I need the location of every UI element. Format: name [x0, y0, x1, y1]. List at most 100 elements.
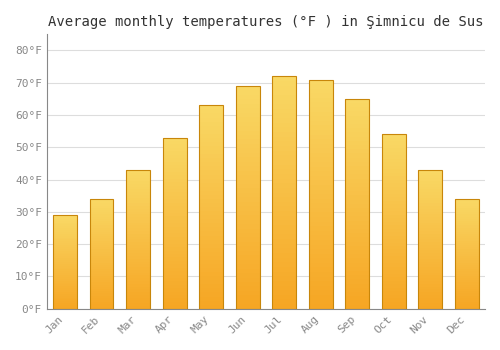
Bar: [54, 266, 77, 267]
Bar: [382, 176, 406, 180]
Bar: [163, 254, 186, 257]
Bar: [236, 242, 260, 246]
Bar: [309, 139, 332, 144]
Bar: [309, 148, 332, 153]
Bar: [309, 249, 332, 254]
Bar: [163, 274, 186, 278]
Bar: [382, 295, 406, 298]
Bar: [346, 300, 369, 304]
Bar: [346, 229, 369, 233]
Bar: [126, 289, 150, 292]
Bar: [382, 257, 406, 260]
Bar: [346, 233, 369, 237]
Bar: [236, 215, 260, 220]
Bar: [90, 234, 114, 236]
Bar: [236, 148, 260, 153]
Bar: [126, 267, 150, 270]
Bar: [90, 282, 114, 285]
Bar: [272, 183, 296, 188]
Bar: [90, 250, 114, 252]
Bar: [272, 290, 296, 295]
Bar: [418, 300, 442, 303]
Bar: [54, 256, 77, 258]
Bar: [54, 245, 77, 247]
Bar: [418, 187, 442, 189]
Bar: [90, 300, 114, 302]
Bar: [272, 216, 296, 220]
Bar: [418, 245, 442, 248]
Bar: [236, 255, 260, 260]
Bar: [309, 79, 332, 84]
Bar: [346, 128, 369, 133]
Bar: [236, 139, 260, 144]
Bar: [382, 250, 406, 253]
Bar: [126, 187, 150, 189]
Bar: [54, 296, 77, 298]
Bar: [346, 136, 369, 141]
Bar: [418, 228, 442, 231]
Bar: [272, 300, 296, 304]
Bar: [200, 240, 223, 244]
Bar: [90, 225, 114, 228]
Bar: [200, 110, 223, 113]
Bar: [54, 215, 77, 309]
Bar: [309, 176, 332, 180]
Bar: [382, 162, 406, 166]
Bar: [163, 230, 186, 233]
Bar: [90, 280, 114, 282]
Bar: [163, 257, 186, 261]
Bar: [455, 269, 478, 272]
Bar: [418, 256, 442, 259]
Bar: [126, 211, 150, 214]
Bar: [126, 201, 150, 203]
Bar: [309, 281, 332, 286]
Bar: [382, 180, 406, 183]
Bar: [54, 234, 77, 236]
Bar: [346, 191, 369, 195]
Bar: [309, 130, 332, 134]
Bar: [418, 295, 442, 298]
Bar: [163, 179, 186, 182]
Bar: [418, 184, 442, 187]
Bar: [309, 217, 332, 222]
Bar: [200, 296, 223, 301]
Bar: [309, 212, 332, 217]
Bar: [272, 164, 296, 169]
Bar: [272, 262, 296, 267]
Bar: [90, 212, 114, 214]
Bar: [346, 178, 369, 183]
Bar: [455, 280, 478, 282]
Bar: [163, 271, 186, 274]
Bar: [418, 264, 442, 267]
Bar: [309, 272, 332, 276]
Bar: [309, 245, 332, 249]
Bar: [200, 154, 223, 158]
Bar: [455, 210, 478, 212]
Bar: [455, 285, 478, 287]
Bar: [236, 86, 260, 90]
Bar: [90, 219, 114, 221]
Bar: [272, 99, 296, 104]
Bar: [382, 141, 406, 145]
Bar: [163, 281, 186, 285]
Bar: [163, 240, 186, 244]
Bar: [200, 175, 223, 178]
Bar: [455, 307, 478, 309]
Bar: [382, 208, 406, 211]
Bar: [346, 304, 369, 309]
Bar: [455, 214, 478, 217]
Bar: [90, 210, 114, 212]
Bar: [382, 243, 406, 246]
Title: Average monthly temperatures (°F ) in Şimnicu de Sus: Average monthly temperatures (°F ) in Şi…: [48, 15, 484, 29]
Bar: [382, 134, 406, 138]
Bar: [309, 153, 332, 158]
Bar: [126, 284, 150, 287]
Bar: [200, 105, 223, 309]
Bar: [455, 274, 478, 276]
Bar: [346, 158, 369, 162]
Bar: [90, 296, 114, 298]
Bar: [236, 291, 260, 295]
Bar: [382, 194, 406, 197]
Bar: [200, 170, 223, 175]
Bar: [346, 288, 369, 292]
